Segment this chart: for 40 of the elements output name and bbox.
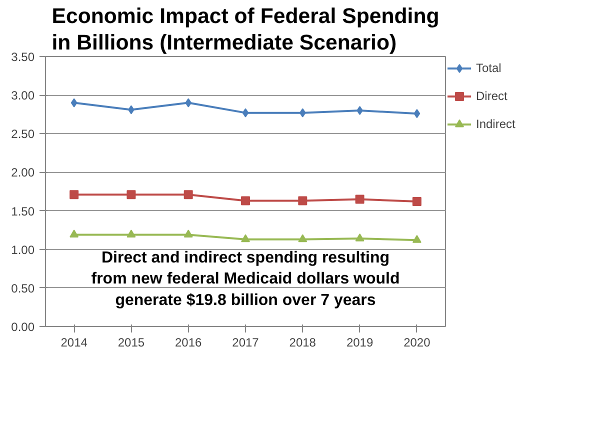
- point: [299, 108, 306, 118]
- y-tick-label: 0.50: [11, 281, 35, 296]
- point: [241, 196, 250, 206]
- point: [126, 190, 136, 200]
- point: [414, 109, 420, 118]
- x-tick-label: 2015: [118, 336, 145, 350]
- point: [70, 98, 78, 108]
- point: [185, 98, 192, 108]
- point: [298, 196, 308, 206]
- y-tick-label: 1.00: [11, 242, 35, 257]
- point: [70, 190, 79, 200]
- annotation: Direct and indirect spending resulting from new federal Medicaid dollars would generate $19.8 billion over 7 years: [91, 249, 400, 309]
- legend-label: Total: [476, 61, 502, 75]
- point: [184, 230, 193, 238]
- x-tick-label: 2020: [404, 336, 431, 350]
- point: [298, 234, 308, 242]
- point: [126, 230, 136, 238]
- y-tick-label: 2.50: [11, 127, 35, 142]
- point: [356, 106, 363, 115]
- x-tick-label: 2014: [60, 336, 88, 350]
- chart-title: Economic Impact of Federal Spending in Billions (Intermediate Scenario): [52, 4, 440, 54]
- point: [355, 194, 364, 204]
- y-tick-label: 2.00: [11, 166, 35, 180]
- point: [241, 234, 250, 242]
- x-tick-label: 2019: [346, 336, 374, 350]
- point: [412, 234, 422, 243]
- x-tick-label: 2016: [175, 336, 202, 350]
- point: [70, 230, 79, 238]
- legend-label: Indirect: [476, 117, 516, 131]
- y-tick-label: 1.50: [11, 204, 35, 218]
- point: [412, 197, 422, 206]
- x-tick-label: 2018: [289, 336, 316, 350]
- point: [242, 108, 249, 118]
- x-tick-label: 2017: [232, 336, 260, 350]
- y-tick-label: 3.00: [11, 88, 35, 103]
- y-tick-label: 3.50: [11, 50, 35, 64]
- y-tick-label: 0.00: [11, 320, 35, 334]
- legend-label: Direct: [476, 89, 508, 103]
- point: [184, 190, 193, 200]
- point: [355, 233, 364, 242]
